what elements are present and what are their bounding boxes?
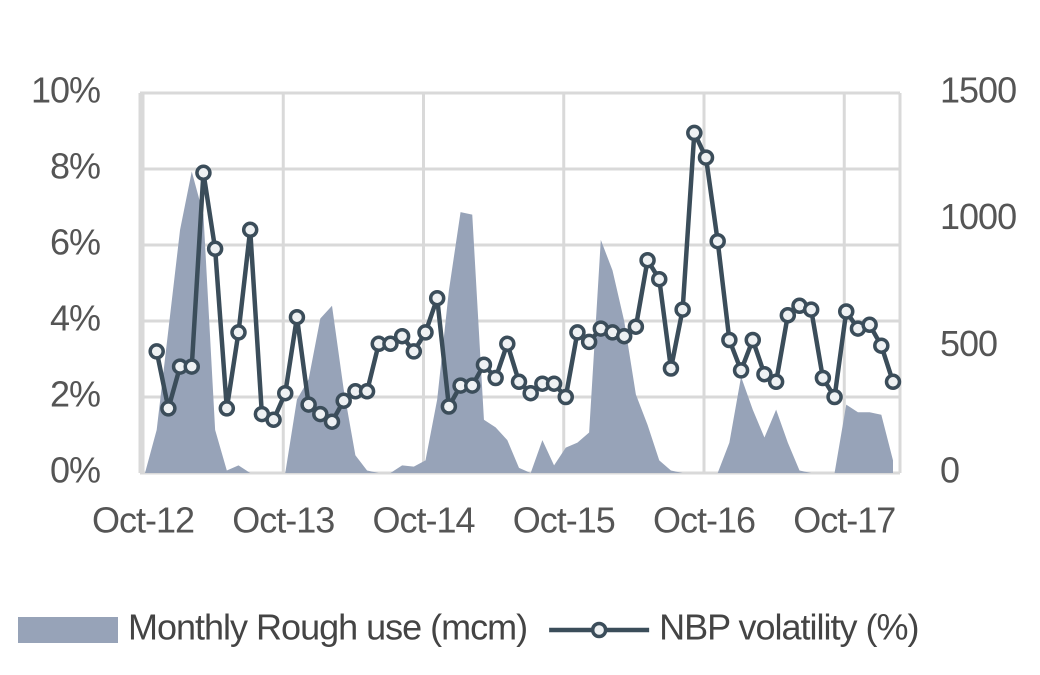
- point: [709, 232, 726, 250]
- point: [674, 301, 691, 318]
- marks: [145, 124, 902, 474]
- point: [662, 360, 680, 377]
- point: [323, 413, 341, 430]
- point: [312, 405, 329, 423]
- legend-swatch: [18, 617, 118, 643]
- point: [358, 383, 376, 400]
- point: [393, 327, 411, 345]
- point: [721, 331, 738, 349]
- point: [195, 164, 212, 182]
- y-tick-label: 2%: [50, 374, 100, 415]
- point: [639, 251, 656, 269]
- point: [557, 388, 574, 406]
- point: [779, 307, 797, 324]
- x-tick-label: Oct-13: [232, 500, 334, 541]
- point: [884, 373, 902, 391]
- point: [826, 388, 843, 406]
- point: [428, 289, 446, 307]
- point: [440, 398, 458, 415]
- point: [697, 149, 715, 166]
- point: [300, 396, 317, 413]
- point: [160, 400, 177, 417]
- x-tick-label: Oct-12: [92, 500, 194, 541]
- y2-tick-label: 1500: [940, 70, 1016, 111]
- point: [288, 308, 306, 326]
- y-tick-label: 6%: [50, 222, 100, 263]
- legend-label: NBP volatility (%): [659, 607, 918, 648]
- point: [732, 362, 750, 379]
- point: [767, 373, 785, 391]
- point: [802, 301, 820, 318]
- point: [335, 392, 352, 410]
- point: [873, 337, 890, 354]
- x-tick-label: Oct-16: [653, 500, 755, 541]
- y2-tick-label: 0: [940, 450, 959, 491]
- point: [510, 373, 528, 391]
- point: [230, 324, 247, 341]
- point: [756, 365, 773, 383]
- point: [265, 411, 282, 429]
- point: [686, 124, 703, 142]
- point: [814, 369, 832, 387]
- point: [580, 333, 598, 351]
- labels: 0% 2% 4% 6% 8% 10% 0 500 1000 1500 Oct-12 Oct-13 Oct…: [31, 70, 1017, 541]
- point: [382, 335, 399, 353]
- y-tick-label: 8%: [50, 146, 100, 187]
- point: [615, 327, 633, 345]
- point: [861, 316, 878, 334]
- area: [145, 171, 893, 474]
- point: [487, 369, 504, 387]
- point: [569, 324, 586, 341]
- y2-tick-label: 500: [940, 323, 997, 364]
- y-tick-label: 0%: [50, 450, 100, 491]
- point: [627, 318, 645, 335]
- y-tick-label: 10%: [31, 70, 100, 111]
- point: [545, 375, 563, 392]
- point: [183, 358, 200, 375]
- point: [417, 324, 434, 341]
- y2-tick-label: 1000: [940, 196, 1016, 237]
- point: [241, 221, 259, 239]
- y-tick-label: 4%: [50, 298, 100, 339]
- point: [148, 343, 165, 360]
- legend-swatch-point: [590, 621, 608, 639]
- legend-label: Monthly Rough use (mcm): [128, 607, 527, 648]
- grid: [138, 91, 902, 475]
- point: [475, 356, 493, 373]
- x-tick-label: Oct-17: [793, 500, 895, 541]
- point: [651, 270, 668, 288]
- x-tick-label: Oct-15: [513, 500, 615, 541]
- point: [499, 335, 516, 353]
- point: [744, 331, 761, 349]
- x-tick-label: Oct-14: [372, 500, 474, 541]
- point: [277, 384, 294, 402]
- legend: Monthly Rough use (mcm) NBP volatility (%…: [18, 607, 920, 648]
- point: [405, 343, 423, 360]
- point: [206, 240, 224, 258]
- point: [464, 377, 481, 394]
- point: [522, 384, 539, 402]
- point: [838, 303, 855, 320]
- point: [218, 400, 236, 417]
